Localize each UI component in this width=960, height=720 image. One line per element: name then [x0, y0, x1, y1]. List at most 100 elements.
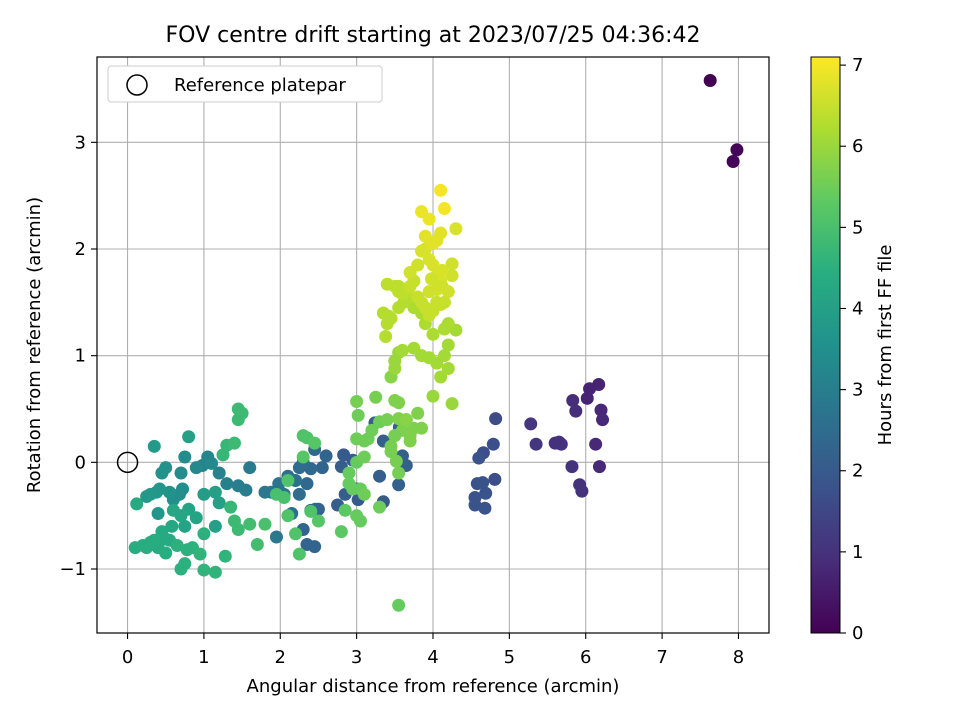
- data-point: [319, 449, 333, 463]
- data-point: [353, 514, 367, 528]
- data-point: [130, 497, 144, 511]
- data-point: [155, 525, 169, 539]
- data-point: [308, 436, 322, 450]
- legend-entry: Reference platepar: [174, 75, 346, 96]
- data-point: [437, 201, 451, 215]
- data-point: [445, 397, 459, 411]
- data-point: [435, 279, 449, 293]
- data-point: [205, 456, 219, 470]
- x-tick-label: 0: [122, 647, 133, 668]
- data-point: [220, 477, 234, 491]
- data-point: [151, 507, 165, 521]
- colorbar-tick-label: 1: [852, 542, 863, 563]
- x-tick-label: 7: [656, 647, 667, 668]
- data-point: [269, 530, 283, 544]
- data-point: [351, 408, 365, 422]
- legend: Reference platepar: [107, 65, 383, 103]
- data-point: [415, 421, 429, 435]
- data-point: [392, 478, 406, 492]
- data-point: [258, 485, 272, 499]
- data-point: [140, 489, 154, 503]
- data-point: [166, 503, 180, 517]
- data-point: [197, 487, 211, 501]
- data-point: [437, 295, 451, 309]
- data-point: [388, 354, 402, 368]
- data-point: [403, 429, 417, 443]
- data-point: [441, 338, 455, 352]
- data-point: [342, 466, 356, 480]
- data-point: [373, 500, 387, 514]
- data-point: [357, 487, 371, 501]
- data-point: [296, 429, 310, 443]
- x-axis-label: Angular distance from reference (arcmin): [247, 676, 620, 697]
- data-point: [296, 450, 310, 464]
- data-point: [384, 439, 398, 453]
- data-point: [441, 361, 455, 375]
- data-point: [470, 477, 484, 491]
- data-point: [155, 466, 169, 480]
- data-point: [445, 269, 459, 283]
- data-point: [170, 539, 184, 553]
- data-point: [350, 395, 364, 409]
- data-point: [292, 461, 306, 475]
- data-point: [338, 503, 352, 517]
- data-point: [258, 517, 272, 531]
- data-point: [592, 460, 606, 474]
- data-point: [426, 327, 440, 341]
- data-point: [208, 565, 222, 579]
- data-point: [392, 279, 406, 293]
- colorbar-ticks: 0 1 2 3 4 5 6 7: [840, 55, 863, 644]
- data-point: [566, 393, 580, 407]
- data-point: [373, 469, 387, 483]
- chart-title: FOV centre drift starting at 2023/07/25 …: [166, 23, 701, 48]
- data-point: [300, 477, 314, 491]
- data-point: [243, 517, 257, 531]
- data-point: [486, 437, 500, 451]
- data-point: [418, 229, 432, 243]
- data-point: [392, 301, 406, 315]
- data-point: [334, 525, 348, 539]
- y-axis-label: Rotation from reference (arcmin): [24, 197, 45, 493]
- x-tick-label: 1: [198, 647, 209, 668]
- colorbar-tick-label: 2: [852, 461, 863, 482]
- data-point: [389, 454, 403, 468]
- x-tick-label: 3: [351, 647, 362, 668]
- data-point: [730, 143, 744, 157]
- colorbar-tick-label: 0: [852, 623, 863, 644]
- data-point: [411, 258, 425, 272]
- data-point: [489, 412, 503, 426]
- data-point: [424, 272, 438, 286]
- y-tick-label: 2: [75, 239, 86, 260]
- data-point: [589, 437, 603, 451]
- data-point: [434, 226, 448, 240]
- data-point: [178, 557, 192, 571]
- data-point: [478, 501, 492, 515]
- x-tick-label: 6: [580, 647, 591, 668]
- data-point: [147, 439, 161, 453]
- data-point: [472, 451, 486, 465]
- data-point: [399, 413, 413, 427]
- data-point: [594, 403, 608, 417]
- data-point: [437, 349, 451, 363]
- data-point: [281, 509, 295, 523]
- data-point: [231, 523, 245, 537]
- data-point: [357, 434, 371, 448]
- data-point: [159, 546, 173, 560]
- data-point: [128, 541, 142, 555]
- colorbar-tick-label: 4: [852, 298, 863, 319]
- data-point: [596, 413, 610, 427]
- data-point: [212, 466, 226, 480]
- x-tick-label: 2: [275, 647, 286, 668]
- data-point: [311, 514, 325, 528]
- data-point: [468, 498, 482, 512]
- data-point: [434, 370, 448, 384]
- colorbar-gradient: [810, 56, 841, 634]
- data-point: [212, 496, 226, 510]
- colorbar-tick-label: 3: [852, 380, 863, 401]
- data-point: [165, 519, 179, 533]
- data-point: [292, 487, 306, 501]
- data-point: [437, 322, 451, 336]
- data-point: [178, 450, 192, 464]
- data-point: [392, 598, 406, 612]
- data-point: [411, 406, 425, 420]
